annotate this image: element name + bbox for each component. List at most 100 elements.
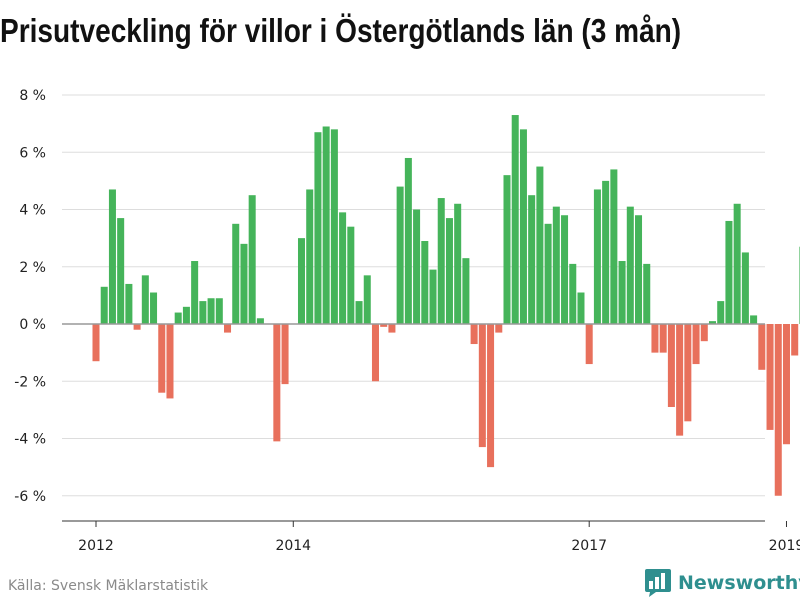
bar bbox=[651, 324, 659, 353]
bar bbox=[462, 258, 470, 324]
bar bbox=[528, 195, 536, 324]
bar bbox=[758, 324, 766, 370]
x-axis-ticks: 2012 2014 2017 2019 bbox=[78, 521, 800, 554]
bar bbox=[478, 324, 486, 448]
bar bbox=[445, 218, 453, 324]
bar bbox=[330, 129, 338, 324]
bar bbox=[766, 324, 774, 430]
y-tick-label: 4 % bbox=[19, 203, 46, 219]
y-tick-label: -2 % bbox=[14, 374, 46, 390]
bar bbox=[306, 189, 314, 324]
bar bbox=[602, 180, 610, 325]
bar bbox=[133, 324, 141, 330]
bar bbox=[232, 223, 240, 324]
y-tick-label: 8 % bbox=[19, 88, 46, 104]
bar bbox=[92, 324, 100, 362]
bar bbox=[174, 312, 182, 324]
bar bbox=[791, 324, 799, 356]
bar bbox=[684, 324, 692, 422]
bar bbox=[297, 238, 306, 325]
bar bbox=[643, 263, 651, 324]
bar bbox=[248, 195, 256, 324]
bar bbox=[421, 240, 429, 324]
bar bbox=[708, 321, 717, 324]
bar bbox=[256, 318, 264, 324]
brand-name: Newsworthy bbox=[678, 572, 800, 594]
bar bbox=[470, 324, 478, 345]
bar bbox=[561, 215, 569, 324]
bar bbox=[347, 226, 355, 324]
bar bbox=[552, 206, 560, 324]
bar bbox=[322, 126, 330, 325]
bar bbox=[569, 263, 577, 324]
bar bbox=[511, 115, 519, 324]
bar bbox=[454, 203, 462, 324]
bar bbox=[774, 324, 782, 496]
bar bbox=[717, 301, 725, 324]
bar bbox=[437, 198, 445, 324]
y-axis-ticks: 8 % 6 % 4 % 2 % 0 % -2 % -4 % -6 % bbox=[14, 88, 46, 505]
x-tick-label: 2019 bbox=[769, 538, 800, 554]
bar bbox=[536, 166, 544, 324]
bar bbox=[141, 275, 149, 324]
bar bbox=[487, 324, 495, 468]
bar bbox=[741, 252, 749, 324]
bar bbox=[207, 298, 215, 324]
bar bbox=[166, 324, 174, 399]
bar bbox=[692, 324, 700, 365]
bar bbox=[314, 132, 322, 324]
bar bbox=[182, 306, 190, 324]
chart-title: Prisutveckling för villor i Östergötland… bbox=[0, 12, 682, 49]
bar bbox=[363, 275, 371, 324]
bar bbox=[659, 324, 667, 353]
x-tick-label: 2017 bbox=[571, 538, 607, 554]
y-tick-label: -4 % bbox=[14, 432, 46, 448]
bar bbox=[199, 301, 207, 324]
bar bbox=[725, 220, 733, 324]
bar bbox=[503, 175, 511, 324]
bars bbox=[92, 115, 800, 496]
bar bbox=[593, 189, 601, 324]
bar bbox=[782, 324, 790, 445]
bar bbox=[215, 298, 223, 324]
bar bbox=[610, 169, 618, 324]
x-tick-label: 2014 bbox=[275, 538, 311, 554]
y-tick-label: 0 % bbox=[19, 317, 46, 333]
bar bbox=[700, 324, 708, 342]
bar bbox=[667, 324, 675, 408]
y-tick-label: -6 % bbox=[14, 489, 46, 505]
bar bbox=[240, 243, 248, 324]
bar bbox=[618, 261, 626, 324]
bar bbox=[626, 206, 634, 324]
bar bbox=[750, 315, 758, 324]
bar bbox=[388, 324, 396, 333]
bar bbox=[158, 324, 166, 393]
bar bbox=[281, 324, 289, 385]
bar bbox=[100, 286, 108, 324]
bar bbox=[585, 324, 593, 365]
bar bbox=[108, 189, 116, 324]
bar bbox=[519, 129, 527, 324]
bar bbox=[429, 269, 437, 324]
bar bbox=[396, 186, 404, 324]
bar bbox=[355, 301, 363, 324]
bar bbox=[495, 324, 503, 333]
bar bbox=[577, 292, 585, 324]
bar bbox=[273, 324, 281, 442]
y-tick-label: 6 % bbox=[19, 145, 46, 161]
bar bbox=[371, 324, 379, 382]
x-tick-label: 2012 bbox=[78, 538, 114, 554]
bar bbox=[544, 223, 552, 324]
x-axis bbox=[62, 323, 765, 522]
bar bbox=[380, 324, 388, 327]
bar bbox=[676, 324, 684, 436]
bar-chart-speech-bubble-icon bbox=[645, 569, 671, 597]
bar bbox=[404, 157, 412, 324]
y-tick-label: 2 % bbox=[19, 260, 46, 276]
bar bbox=[733, 203, 741, 324]
bar bbox=[224, 324, 232, 333]
bar bbox=[339, 212, 347, 324]
brand-logo: Newsworthy bbox=[644, 568, 800, 598]
bar bbox=[413, 209, 421, 324]
